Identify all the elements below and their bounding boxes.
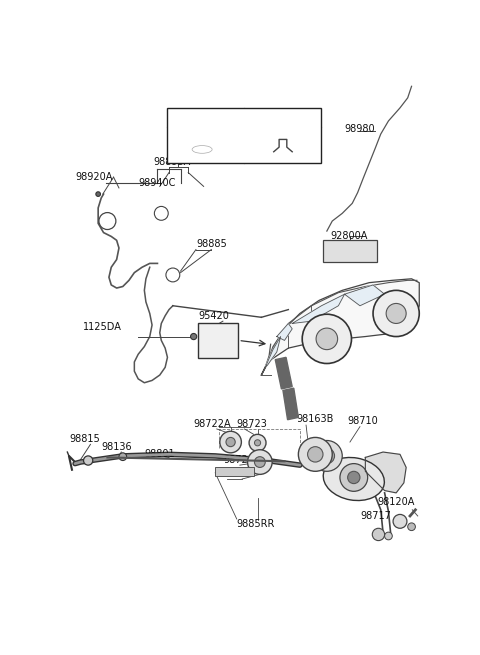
Text: 9885RR: 9885RR [237, 519, 275, 529]
Circle shape [99, 213, 116, 229]
Circle shape [340, 464, 368, 491]
Text: 98717: 98717 [360, 511, 391, 521]
Polygon shape [283, 388, 299, 420]
Polygon shape [292, 294, 345, 324]
Circle shape [226, 438, 235, 447]
Circle shape [84, 456, 93, 465]
Text: 1125DA: 1125DA [83, 322, 121, 331]
Polygon shape [365, 452, 406, 493]
Circle shape [248, 450, 272, 474]
Text: 98722A: 98722A [193, 419, 231, 428]
Circle shape [191, 333, 197, 340]
Polygon shape [262, 279, 419, 375]
Text: 98940C: 98940C [138, 178, 176, 187]
Circle shape [119, 453, 127, 460]
Circle shape [249, 434, 266, 451]
Text: 92800A: 92800A [331, 231, 368, 242]
Text: 98120A: 98120A [377, 497, 414, 507]
Text: 98136: 98136 [101, 441, 132, 452]
Circle shape [190, 133, 215, 158]
Circle shape [250, 113, 261, 123]
Text: 98980: 98980 [345, 124, 375, 134]
Circle shape [302, 314, 351, 364]
Circle shape [220, 431, 241, 453]
Circle shape [393, 514, 407, 529]
Text: 98815: 98815 [69, 434, 100, 444]
Text: a: a [177, 113, 181, 122]
Circle shape [308, 447, 323, 462]
Circle shape [155, 206, 168, 220]
Circle shape [372, 529, 384, 540]
Text: 98710: 98710 [348, 416, 378, 426]
Text: 98893A: 98893A [154, 157, 191, 167]
Circle shape [279, 139, 287, 146]
Text: b: b [170, 271, 176, 280]
Polygon shape [345, 285, 384, 306]
Text: 98163B: 98163B [296, 414, 334, 424]
Circle shape [316, 328, 337, 350]
Bar [323, 240, 377, 262]
Circle shape [166, 268, 180, 282]
Bar [198, 324, 238, 358]
Ellipse shape [323, 457, 384, 500]
Circle shape [299, 438, 332, 472]
Circle shape [335, 246, 345, 257]
Bar [215, 466, 254, 476]
Circle shape [373, 290, 419, 337]
Circle shape [312, 441, 342, 472]
Text: a: a [104, 216, 110, 226]
Text: 95420: 95420 [198, 310, 229, 321]
Polygon shape [277, 324, 292, 341]
Polygon shape [265, 337, 281, 367]
Polygon shape [275, 358, 292, 389]
Text: b: b [158, 209, 164, 218]
Text: 98885: 98885 [196, 239, 227, 249]
Text: 98726A: 98726A [223, 455, 260, 465]
Text: 98801: 98801 [144, 449, 175, 459]
Circle shape [386, 303, 406, 324]
Circle shape [384, 532, 392, 540]
Circle shape [319, 448, 335, 464]
Text: 98940C: 98940C [188, 113, 225, 123]
Circle shape [174, 113, 184, 123]
Text: 98920A: 98920A [75, 172, 112, 182]
Circle shape [200, 143, 204, 148]
Circle shape [408, 523, 415, 531]
Bar [168, 108, 322, 163]
Circle shape [197, 140, 207, 151]
Circle shape [96, 192, 100, 196]
Text: 98723: 98723 [237, 419, 268, 428]
Circle shape [254, 457, 265, 468]
Circle shape [254, 440, 261, 446]
Text: 81199: 81199 [264, 113, 294, 123]
Text: b: b [252, 113, 258, 122]
Circle shape [348, 472, 360, 483]
